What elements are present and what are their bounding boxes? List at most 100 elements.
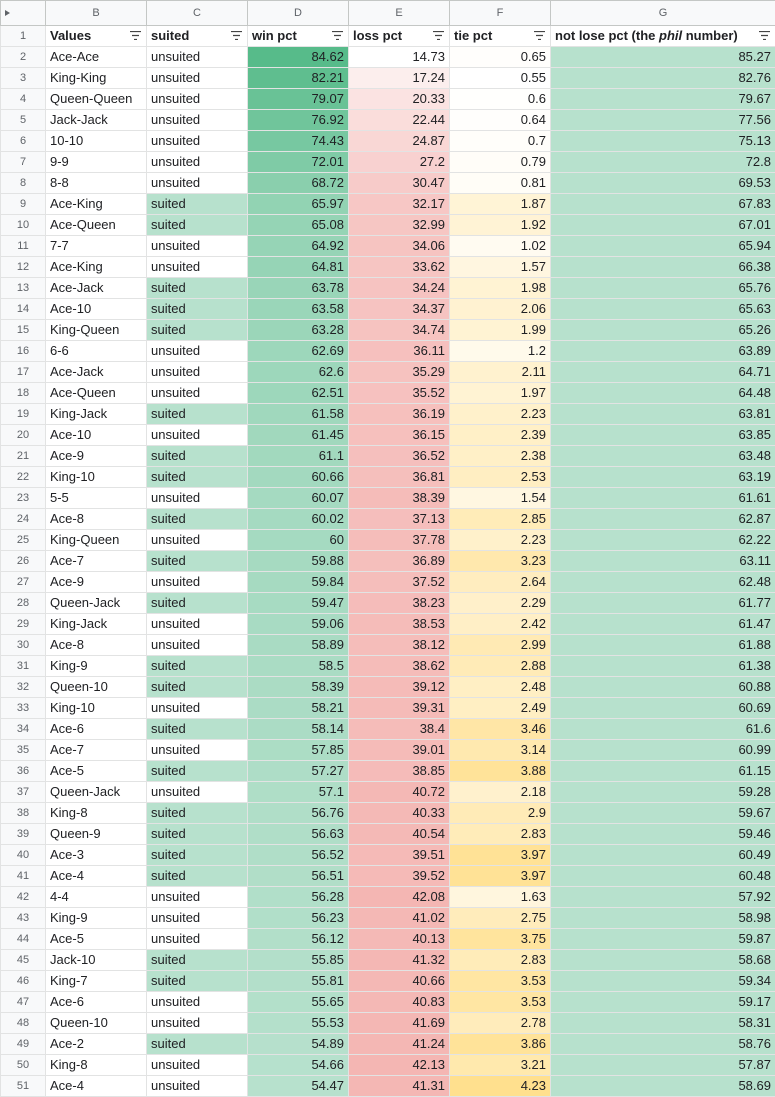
cell-win-pct[interactable]: 57.85 <box>248 740 349 761</box>
cell-tie-pct[interactable]: 1.2 <box>450 341 551 362</box>
row-number[interactable]: 46 <box>1 971 46 992</box>
cell-tie-pct[interactable]: 1.92 <box>450 215 551 236</box>
filter-icon[interactable] <box>759 31 770 40</box>
cell-loss-pct[interactable]: 24.87 <box>349 131 450 152</box>
filter-icon[interactable] <box>534 31 545 40</box>
cell-tie-pct[interactable]: 2.53 <box>450 467 551 488</box>
cell-hand[interactable]: 7-7 <box>46 236 147 257</box>
cell-tie-pct[interactable]: 2.23 <box>450 530 551 551</box>
cell-loss-pct[interactable]: 41.69 <box>349 1013 450 1034</box>
row-number[interactable]: 34 <box>1 719 46 740</box>
column-header-c[interactable]: C <box>147 1 248 26</box>
cell-not-lose-pct[interactable]: 58.69 <box>551 1076 775 1097</box>
row-number[interactable]: 7 <box>1 152 46 173</box>
cell-win-pct[interactable]: 57.27 <box>248 761 349 782</box>
cell-tie-pct[interactable]: 0.55 <box>450 68 551 89</box>
cell-loss-pct[interactable]: 34.37 <box>349 299 450 320</box>
cell-win-pct[interactable]: 54.89 <box>248 1034 349 1055</box>
cell-tie-pct[interactable]: 2.85 <box>450 509 551 530</box>
cell-not-lose-pct[interactable]: 58.98 <box>551 908 775 929</box>
row-number[interactable]: 10 <box>1 215 46 236</box>
cell-loss-pct[interactable]: 36.81 <box>349 467 450 488</box>
cell-win-pct[interactable]: 60 <box>248 530 349 551</box>
cell-tie-pct[interactable]: 0.65 <box>450 47 551 68</box>
cell-loss-pct[interactable]: 34.06 <box>349 236 450 257</box>
cell-hand[interactable]: Ace-9 <box>46 572 147 593</box>
cell-suited[interactable]: unsuited <box>147 425 248 446</box>
cell-hand[interactable]: Ace-4 <box>46 1076 147 1097</box>
cell-hand[interactable]: Ace-Queen <box>46 215 147 236</box>
row-number[interactable]: 39 <box>1 824 46 845</box>
cell-hand[interactable]: Ace-King <box>46 257 147 278</box>
cell-not-lose-pct[interactable]: 61.47 <box>551 614 775 635</box>
cell-not-lose-pct[interactable]: 65.63 <box>551 299 775 320</box>
row-number[interactable]: 2 <box>1 47 46 68</box>
cell-win-pct[interactable]: 63.58 <box>248 299 349 320</box>
cell-win-pct[interactable]: 58.89 <box>248 635 349 656</box>
cell-loss-pct[interactable]: 36.15 <box>349 425 450 446</box>
cell-hand[interactable]: Ace-8 <box>46 635 147 656</box>
cell-loss-pct[interactable]: 34.74 <box>349 320 450 341</box>
cell-suited[interactable]: unsuited <box>147 236 248 257</box>
cell-not-lose-pct[interactable]: 63.48 <box>551 446 775 467</box>
cell-not-lose-pct[interactable]: 69.53 <box>551 173 775 194</box>
cell-suited[interactable]: unsuited <box>147 173 248 194</box>
cell-loss-pct[interactable]: 32.99 <box>349 215 450 236</box>
cell-tie-pct[interactable]: 3.14 <box>450 740 551 761</box>
cell-tie-pct[interactable]: 3.97 <box>450 845 551 866</box>
cell-not-lose-pct[interactable]: 75.13 <box>551 131 775 152</box>
row-number[interactable]: 35 <box>1 740 46 761</box>
cell-not-lose-pct[interactable]: 72.8 <box>551 152 775 173</box>
cell-suited[interactable]: unsuited <box>147 152 248 173</box>
cell-suited[interactable]: unsuited <box>147 110 248 131</box>
cell-hand[interactable]: King-8 <box>46 1055 147 1076</box>
cell-tie-pct[interactable]: 3.86 <box>450 1034 551 1055</box>
cell-hand[interactable]: Queen-9 <box>46 824 147 845</box>
row-number[interactable]: 8 <box>1 173 46 194</box>
header-cell-not-lose-pct[interactable]: not lose pct (the phil number) <box>551 26 775 47</box>
expand-triangle-icon[interactable] <box>5 10 10 16</box>
cell-loss-pct[interactable]: 41.24 <box>349 1034 450 1055</box>
cell-not-lose-pct[interactable]: 67.01 <box>551 215 775 236</box>
cell-suited[interactable]: unsuited <box>147 698 248 719</box>
row-number[interactable]: 51 <box>1 1076 46 1097</box>
row-number[interactable]: 4 <box>1 89 46 110</box>
cell-hand[interactable]: Ace-10 <box>46 299 147 320</box>
cell-tie-pct[interactable]: 2.38 <box>450 446 551 467</box>
cell-tie-pct[interactable]: 1.87 <box>450 194 551 215</box>
row-number[interactable]: 40 <box>1 845 46 866</box>
cell-loss-pct[interactable]: 39.51 <box>349 845 450 866</box>
cell-not-lose-pct[interactable]: 65.94 <box>551 236 775 257</box>
cell-loss-pct[interactable]: 32.17 <box>349 194 450 215</box>
cell-win-pct[interactable]: 84.62 <box>248 47 349 68</box>
cell-loss-pct[interactable]: 38.53 <box>349 614 450 635</box>
cell-suited[interactable]: unsuited <box>147 1076 248 1097</box>
cell-tie-pct[interactable]: 2.9 <box>450 803 551 824</box>
cell-win-pct[interactable]: 60.02 <box>248 509 349 530</box>
cell-hand[interactable]: King-10 <box>46 698 147 719</box>
cell-win-pct[interactable]: 65.08 <box>248 215 349 236</box>
cell-not-lose-pct[interactable]: 64.71 <box>551 362 775 383</box>
cell-suited[interactable]: unsuited <box>147 887 248 908</box>
cell-win-pct[interactable]: 55.65 <box>248 992 349 1013</box>
cell-suited[interactable]: suited <box>147 299 248 320</box>
cell-suited[interactable]: unsuited <box>147 383 248 404</box>
cell-loss-pct[interactable]: 20.33 <box>349 89 450 110</box>
cell-win-pct[interactable]: 54.47 <box>248 1076 349 1097</box>
cell-win-pct[interactable]: 56.28 <box>248 887 349 908</box>
cell-win-pct[interactable]: 56.52 <box>248 845 349 866</box>
column-header-d[interactable]: D <box>248 1 349 26</box>
row-number[interactable]: 17 <box>1 362 46 383</box>
cell-not-lose-pct[interactable]: 59.17 <box>551 992 775 1013</box>
cell-not-lose-pct[interactable]: 66.38 <box>551 257 775 278</box>
cell-hand[interactable]: 5-5 <box>46 488 147 509</box>
cell-win-pct[interactable]: 61.1 <box>248 446 349 467</box>
cell-hand[interactable]: Ace-6 <box>46 719 147 740</box>
cell-not-lose-pct[interactable]: 59.46 <box>551 824 775 845</box>
cell-not-lose-pct[interactable]: 63.81 <box>551 404 775 425</box>
row-number[interactable]: 24 <box>1 509 46 530</box>
cell-loss-pct[interactable]: 39.52 <box>349 866 450 887</box>
cell-win-pct[interactable]: 59.84 <box>248 572 349 593</box>
cell-loss-pct[interactable]: 37.52 <box>349 572 450 593</box>
cell-win-pct[interactable]: 59.47 <box>248 593 349 614</box>
